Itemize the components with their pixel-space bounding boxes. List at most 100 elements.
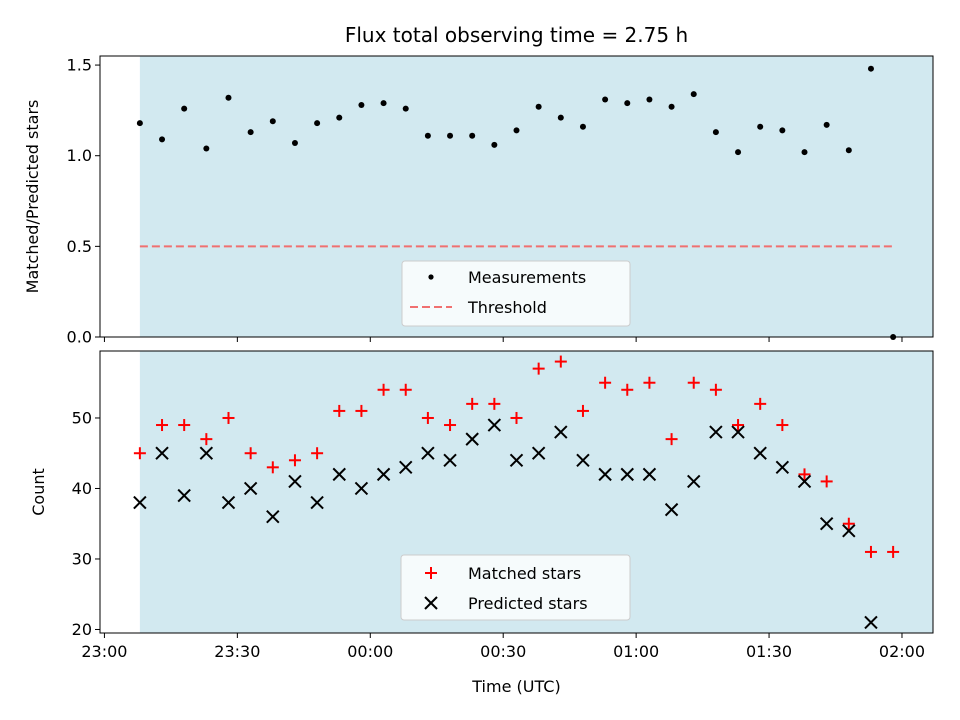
measurement-point: [735, 149, 742, 156]
ratio-y-tick-label: 0.0: [67, 328, 92, 347]
predicted-star-point: [687, 474, 701, 489]
matched-star-point: [621, 383, 634, 396]
matched-star-point: [510, 411, 523, 424]
measurement-point: [447, 132, 454, 139]
predicted-star-point: [775, 460, 790, 475]
matched-star-point: [798, 468, 811, 481]
predicted-star-point: [819, 517, 834, 531]
count-panel: 20 30 40 50 23:00 23:30 00:00 00:30 01:00 01:30 0…: [29, 350, 934, 696]
measurement-point: [269, 118, 276, 125]
matched-star-point: [133, 447, 146, 460]
predicted-stars-points: [133, 418, 878, 630]
measurement-point: [668, 103, 675, 110]
matched-star-point: [311, 447, 324, 460]
matched-star-point: [156, 419, 169, 432]
measurement-point: [491, 141, 498, 148]
measurement-point: [624, 100, 631, 107]
measurement-points: [136, 65, 897, 340]
chart-title: Flux total observing time = 2.75 h: [345, 23, 688, 47]
matched-star-point: [288, 454, 301, 467]
measurement-point: [557, 114, 564, 121]
ratio-legend: Measurements Threshold: [401, 260, 631, 327]
matched-star-point: [709, 383, 722, 396]
predicted-star-point: [266, 509, 280, 524]
measurement-point: [136, 120, 143, 127]
count-x-tick-label: 23:30: [214, 642, 260, 661]
measurement-point: [712, 129, 719, 136]
measurement-point: [181, 105, 188, 112]
predicted-star-point: [221, 495, 236, 510]
measurement-point: [380, 100, 387, 107]
matched-star-point: [864, 545, 877, 558]
predicted-star-point: [554, 425, 568, 439]
predicted-star-point: [598, 467, 612, 482]
count-y-tick-label: 20: [72, 620, 92, 639]
count-x-tick-label: 00:30: [480, 642, 526, 661]
predicted-star-point: [332, 467, 346, 482]
measurement-point: [823, 121, 830, 128]
matched-star-point: [643, 376, 656, 389]
measurement-point: [424, 132, 431, 139]
measurement-point: [646, 96, 653, 103]
legend-predicted-label: Predicted stars: [468, 594, 588, 613]
ratio-panel: 0.0 0.5 1.0 1.5 Flux total observing time =…: [23, 23, 934, 347]
count-x-ticks: 23:00 23:30 00:00 00:30 01:00 01:30 02:00: [81, 633, 925, 661]
ratio-plot-frame: [99, 55, 934, 338]
matched-star-point: [532, 362, 545, 375]
measurement-point: [801, 149, 808, 156]
measurement-point: [247, 129, 254, 136]
matched-star-point: [466, 397, 479, 410]
predicted-star-point: [465, 432, 479, 446]
legend-measurements-label: Measurements: [468, 268, 586, 287]
predicted-star-point: [487, 418, 502, 432]
measurement-point: [203, 145, 210, 152]
predicted-star-point: [354, 481, 369, 496]
matched-star-point: [444, 419, 457, 432]
matched-star-point: [887, 545, 900, 558]
measurement-point: [336, 114, 343, 121]
count-x-tick-label: 01:30: [746, 642, 792, 661]
legend-measurements-marker: [428, 274, 434, 280]
predicted-star-point: [797, 474, 812, 489]
matched-star-point: [244, 447, 257, 460]
predicted-star-point: [310, 495, 324, 510]
predicted-star-point: [864, 615, 878, 630]
ratio-legend-box: [401, 260, 631, 327]
predicted-star-point: [399, 460, 413, 475]
matched-stars-points: [133, 355, 900, 558]
legend-predicted-marker: [424, 596, 438, 610]
predicted-star-point: [620, 467, 634, 482]
legend-matched-glyph: [425, 567, 437, 579]
count-y-axis-label: Count: [29, 468, 48, 516]
legend-matched-marker: [425, 567, 437, 579]
matched-star-point: [399, 383, 412, 396]
matched-star-point: [842, 517, 855, 530]
measurement-point: [314, 120, 321, 127]
ratio-y-tick-label: 0.5: [67, 237, 92, 256]
count-x-tick-label: 02:00: [879, 642, 925, 661]
count-plot-frame: [99, 350, 934, 634]
measurement-point: [779, 127, 786, 134]
predicted-star-point: [376, 467, 391, 482]
count-y-ticks: 20 30 40 50: [72, 408, 100, 639]
measurement-point: [867, 65, 874, 72]
ratio-y-axis-label: Matched/Predicted stars: [23, 100, 42, 294]
predicted-star-point: [576, 453, 590, 467]
predicted-star-point: [199, 446, 214, 460]
legend-matched-label: Matched stars: [468, 564, 581, 583]
ratio-x-ticks: [103, 337, 903, 342]
matched-star-point: [355, 404, 368, 417]
predicted-star-point: [509, 453, 524, 467]
measurement-point: [845, 147, 852, 154]
measurement-point: [535, 103, 542, 110]
measurement-point: [513, 127, 520, 134]
measurement-point: [469, 132, 476, 139]
matched-star-point: [754, 397, 767, 410]
measurement-point: [358, 101, 365, 108]
predicted-star-point: [443, 453, 457, 467]
predicted-star-point: [842, 524, 856, 538]
matched-star-point: [732, 419, 745, 432]
predicted-star-point: [709, 425, 723, 439]
measurement-point: [291, 140, 298, 147]
